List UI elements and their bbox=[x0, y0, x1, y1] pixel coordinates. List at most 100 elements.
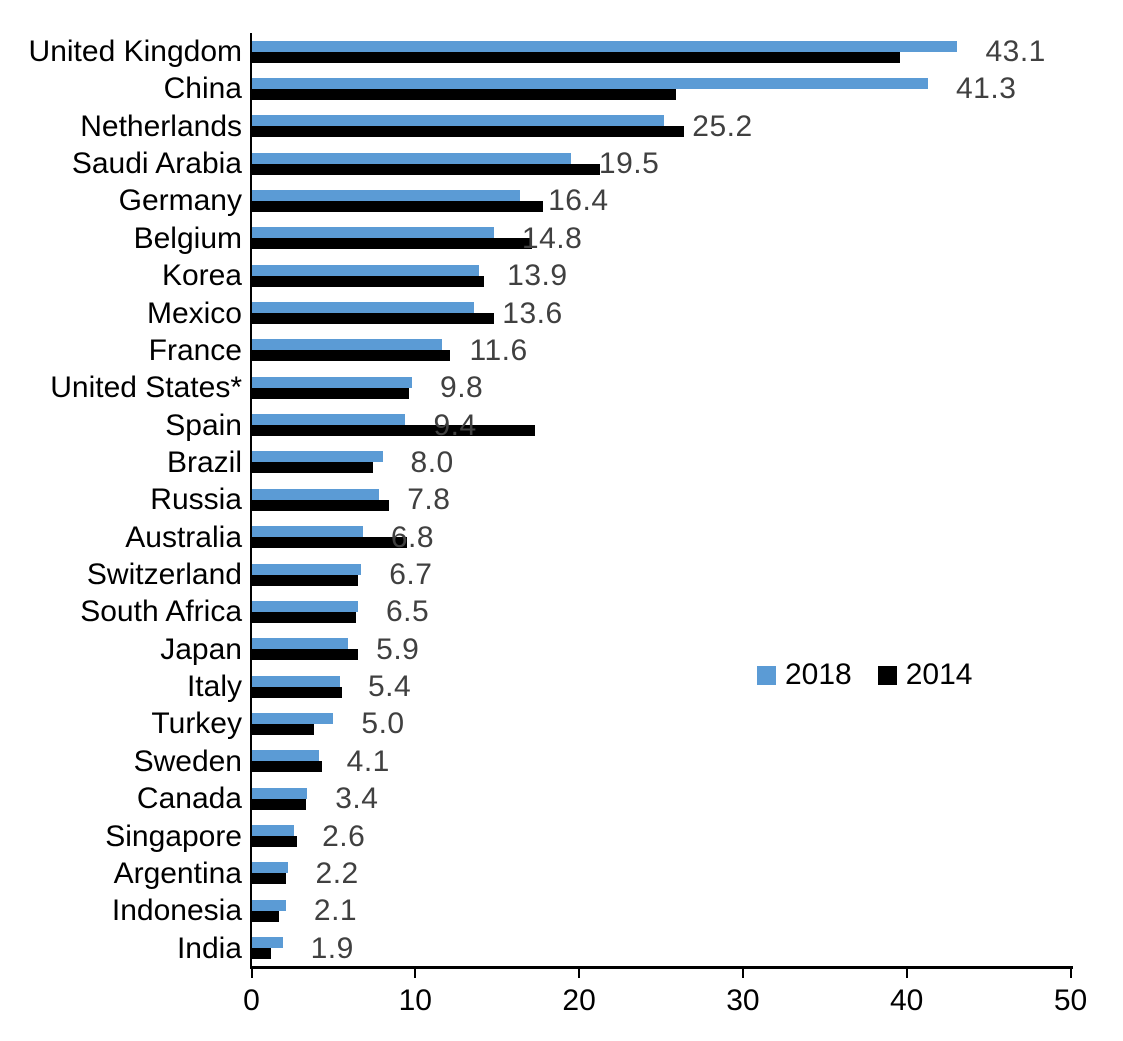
x-tick-mark bbox=[414, 969, 417, 978]
bar-2018 bbox=[251, 825, 295, 837]
bar-2014 bbox=[251, 873, 286, 885]
bar-2014 bbox=[251, 313, 494, 325]
bar-2014 bbox=[251, 425, 535, 437]
category-label: Brazil bbox=[166, 445, 242, 479]
bar-2018 bbox=[251, 376, 413, 388]
bar-2018 bbox=[251, 152, 571, 164]
category-label: India bbox=[176, 931, 242, 965]
bar-2014 bbox=[251, 611, 357, 623]
bar-2014 bbox=[251, 798, 306, 810]
legend-label-2018: 2018 bbox=[785, 658, 852, 691]
bar-2014 bbox=[251, 574, 358, 586]
bar-2018 bbox=[251, 600, 358, 612]
category-label: China bbox=[163, 72, 242, 106]
x-tick-label: 40 bbox=[890, 984, 924, 1017]
bar-2018 bbox=[251, 638, 349, 650]
bar-2014 bbox=[251, 649, 358, 661]
bar-2014 bbox=[251, 387, 409, 399]
bar-2014 bbox=[251, 462, 373, 474]
bar-2018 bbox=[251, 862, 288, 874]
bar-2014 bbox=[251, 836, 298, 848]
bar-2018 bbox=[251, 77, 928, 89]
x-tick-label: 10 bbox=[398, 984, 432, 1017]
category-label: Italy bbox=[186, 670, 242, 704]
bar-2018 bbox=[251, 264, 480, 276]
value-label: 41.3 bbox=[955, 72, 1017, 106]
category-label: Saudi Arabia bbox=[71, 147, 242, 181]
bar-2018 bbox=[251, 937, 283, 949]
value-label: 2.1 bbox=[313, 894, 358, 928]
x-axis-line bbox=[250, 966, 1073, 969]
value-label: 6.5 bbox=[385, 595, 430, 629]
category-label: South Africa bbox=[80, 595, 242, 629]
bar-2018 bbox=[251, 339, 442, 351]
category-label: Turkey bbox=[151, 707, 242, 741]
x-tick-label: 30 bbox=[726, 984, 760, 1017]
bar-2018 bbox=[251, 189, 521, 201]
bar-2018 bbox=[251, 40, 958, 52]
value-label: 3.4 bbox=[335, 782, 379, 816]
x-tick-mark bbox=[741, 969, 744, 978]
value-label: 9.4 bbox=[433, 408, 477, 442]
bar-2018 bbox=[251, 563, 362, 575]
value-label: 5.4 bbox=[367, 670, 412, 704]
legend-swatch-2014 bbox=[877, 665, 897, 685]
legend-swatch-2018 bbox=[757, 665, 776, 685]
value-label: 11.6 bbox=[469, 333, 528, 367]
bar-2018 bbox=[251, 414, 406, 426]
bar-2014 bbox=[251, 200, 544, 212]
bar-2014 bbox=[251, 537, 408, 549]
bar-2014 bbox=[251, 910, 280, 922]
value-label: 16.4 bbox=[548, 184, 609, 218]
bar-2018 bbox=[251, 712, 334, 724]
bar-2018 bbox=[251, 302, 475, 314]
x-tick-label: 50 bbox=[1053, 984, 1088, 1017]
category-label: Korea bbox=[161, 259, 242, 293]
value-label: 7.8 bbox=[407, 483, 451, 517]
category-label: Switzerland bbox=[86, 558, 242, 592]
value-label: 2.6 bbox=[322, 819, 366, 853]
value-label: 8.0 bbox=[410, 445, 454, 479]
bar-2014 bbox=[251, 51, 901, 63]
category-label: Sweden bbox=[133, 744, 242, 778]
value-label: 1.9 bbox=[310, 931, 354, 965]
category-label: Germany bbox=[118, 184, 242, 218]
value-label: 5.9 bbox=[376, 632, 420, 666]
bar-2014 bbox=[251, 686, 342, 698]
legend-label-2014: 2014 bbox=[905, 658, 973, 691]
x-tick-mark bbox=[905, 969, 908, 978]
value-label: 25.2 bbox=[692, 109, 753, 143]
category-label: United Kingdom bbox=[28, 35, 242, 68]
value-label: 6.7 bbox=[389, 558, 433, 592]
value-label: 14.8 bbox=[521, 221, 583, 255]
bar-2014 bbox=[251, 275, 485, 287]
x-tick-mark bbox=[250, 969, 253, 978]
value-label: 43.1 bbox=[985, 35, 1046, 68]
bar-2014 bbox=[251, 723, 314, 735]
category-label: Singapore bbox=[105, 819, 242, 853]
bar-2014 bbox=[251, 948, 272, 960]
bar-2014 bbox=[251, 761, 322, 773]
bar-2014 bbox=[251, 238, 532, 250]
value-label: 4.1 bbox=[346, 744, 390, 778]
x-tick-mark bbox=[578, 969, 581, 978]
category-label: United States* bbox=[50, 371, 242, 405]
value-label: 9.8 bbox=[440, 371, 484, 405]
category-label: Mexico bbox=[146, 296, 242, 330]
bar-2014 bbox=[251, 126, 684, 138]
bar-2014 bbox=[251, 163, 601, 175]
category-label: Netherlands bbox=[80, 109, 242, 143]
value-label: 13.9 bbox=[507, 259, 568, 293]
bar-2018 bbox=[251, 451, 383, 463]
value-label: 5.0 bbox=[361, 707, 405, 741]
category-label: Belgium bbox=[133, 221, 242, 255]
bar-2018 bbox=[251, 488, 380, 500]
bar-2018 bbox=[251, 899, 286, 911]
value-label: 6.8 bbox=[390, 520, 435, 554]
x-tick-label: 20 bbox=[562, 984, 596, 1017]
bar-2014 bbox=[251, 499, 390, 511]
category-label: Canada bbox=[136, 782, 242, 816]
bar-2014 bbox=[251, 350, 450, 362]
value-label: 2.2 bbox=[315, 856, 359, 890]
